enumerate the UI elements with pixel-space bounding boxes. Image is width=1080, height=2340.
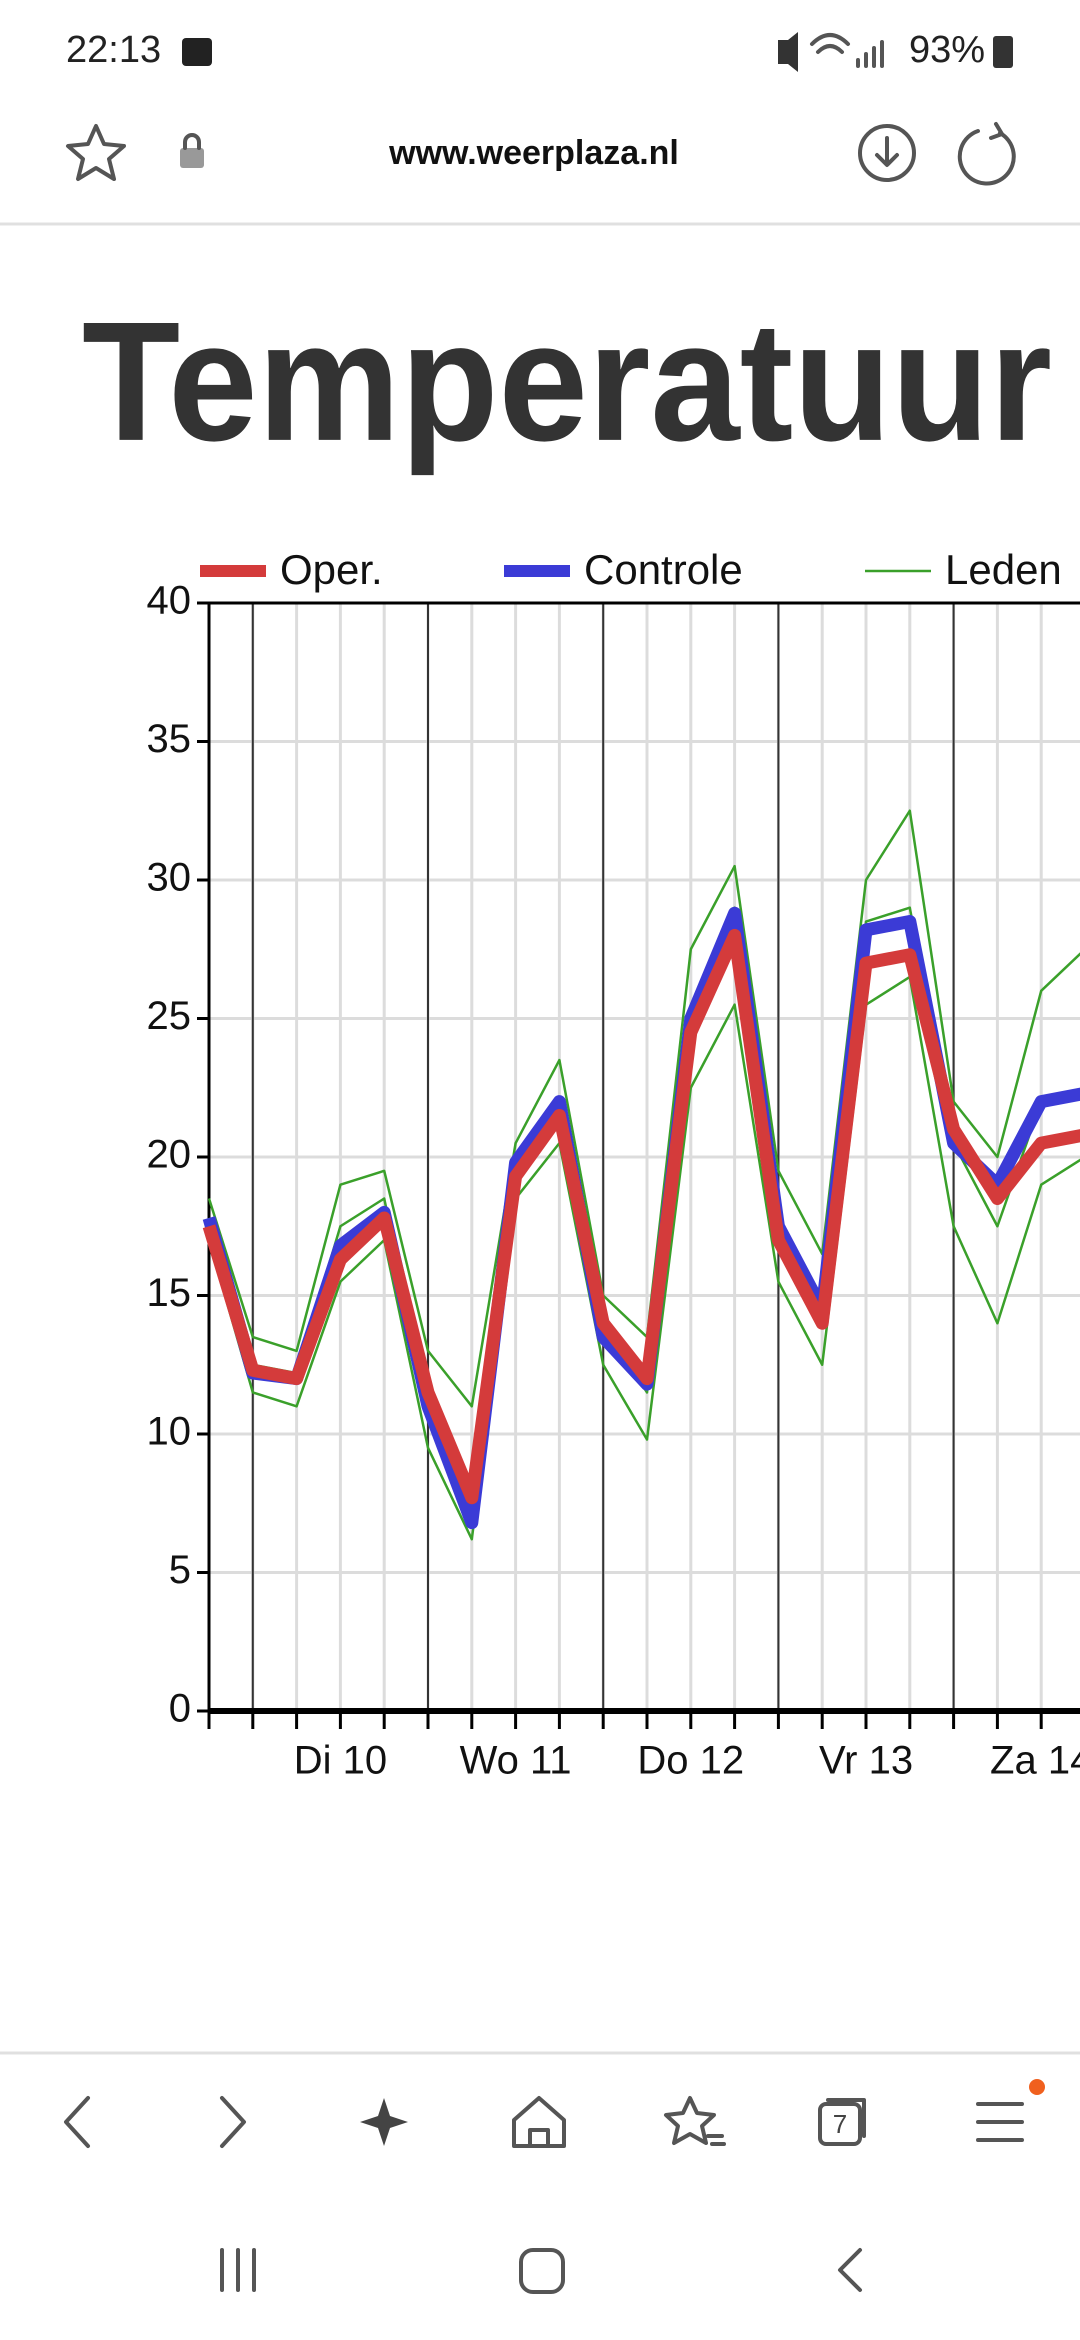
lock-icon: [180, 148, 204, 168]
mute-icon: [778, 32, 798, 72]
bookmark-button[interactable]: [66, 124, 126, 181]
signal-icon: [856, 40, 884, 68]
system-home-button[interactable]: [519, 2248, 565, 2294]
y-tick-label: 30: [147, 856, 192, 900]
y-tick-label: 40: [147, 579, 192, 623]
gallery-icon: [182, 38, 212, 66]
recents-button[interactable]: [220, 2248, 256, 2292]
series-line: [202, 928, 1080, 1505]
legend-label: Controle: [584, 546, 743, 593]
url-text[interactable]: www.weerplaza.nl: [388, 134, 679, 172]
tabs-stack: [826, 2098, 866, 2138]
menu-button[interactable]: [976, 2102, 1024, 2142]
y-tick-label: 15: [147, 1271, 192, 1315]
back-button[interactable]: [64, 2096, 90, 2148]
y-tick-label: 10: [147, 1410, 192, 1454]
battery-level: 93%: [909, 29, 985, 71]
chart: 0 5 10 15 20 25 30 35 40 Di 10 Wo 11 Do 12 Vr 13 Za 1…: [147, 546, 1080, 1783]
tab-count: 7: [833, 2109, 847, 2139]
download-arrow: [875, 136, 899, 167]
reload-button[interactable]: [957, 122, 1016, 186]
legend-label: Leden: [945, 546, 1062, 593]
notification-dot: [1029, 2079, 1045, 2095]
ai-button[interactable]: [360, 2098, 408, 2146]
lock-shackle: [183, 133, 201, 150]
legend-label: Oper.: [280, 546, 383, 593]
tabs-button[interactable]: [818, 2102, 862, 2146]
bookmarks-button[interactable]: [664, 2096, 726, 2146]
system-back-button[interactable]: [838, 2248, 862, 2292]
y-tick-label: 0: [169, 1687, 191, 1731]
y-tick-label: 35: [147, 717, 192, 761]
y-tick-label: 25: [147, 994, 192, 1038]
y-tick-label: 5: [169, 1548, 191, 1592]
wifi-icon: [810, 33, 850, 54]
x-tick-label: Za 14: [990, 1739, 1080, 1783]
x-tick-label: Do 12: [637, 1739, 744, 1783]
x-tick-label: Di 10: [294, 1739, 387, 1783]
forward-button[interactable]: [220, 2096, 246, 2148]
ensemble-line: [207, 975, 1080, 1541]
status-time: 22:13: [66, 29, 161, 71]
home-button[interactable]: [512, 2096, 566, 2148]
x-tick-label: Vr 13: [819, 1739, 913, 1783]
battery-icon: [993, 36, 1013, 68]
x-tick-label: Wo 11: [460, 1739, 572, 1783]
page-heading: Temperatuur: [82, 287, 1052, 477]
download-button[interactable]: [858, 124, 916, 182]
y-tick-label: 20: [147, 1133, 192, 1177]
